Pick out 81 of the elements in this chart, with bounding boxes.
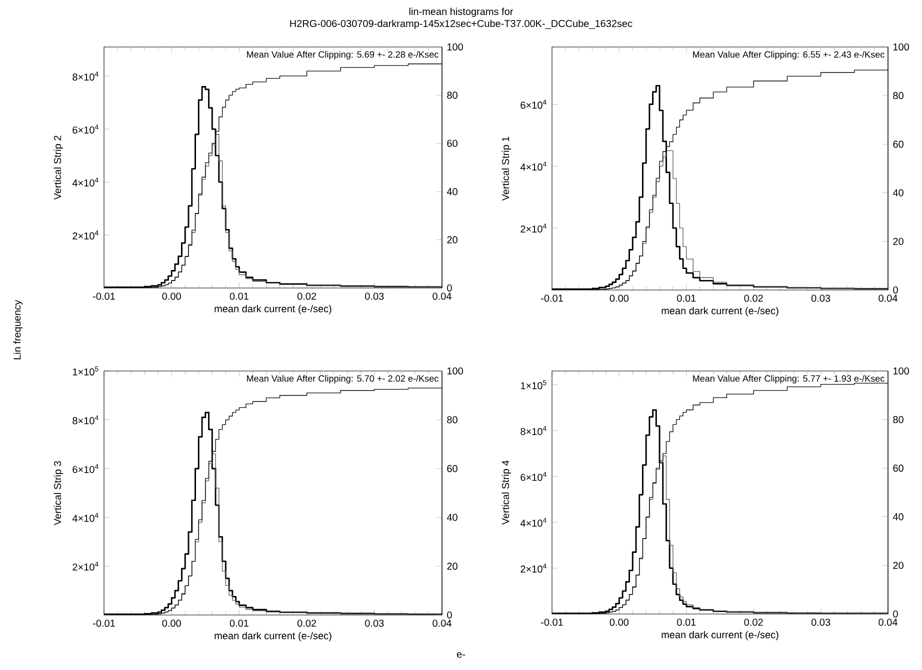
y-axis-title: Vertical Strip 3	[54, 461, 64, 526]
y-axis-title: Vertical Strip 1	[502, 136, 512, 201]
y-tick-label: 1×10$^{5}$	[72, 366, 98, 376]
y2-tick-label: 60	[893, 464, 904, 472]
y2-tick-label: 20	[893, 238, 904, 245]
y2-tick-label: 40	[446, 514, 458, 521]
y-tick-label: 2×10$^{4}$	[72, 230, 98, 240]
y2-tick-label: 0	[447, 284, 452, 292]
x-tick-label: -0.01	[93, 292, 115, 300]
y2-tick-label: 80	[447, 92, 458, 99]
x-tick-label: 0.03	[365, 620, 384, 627]
y-tick-label: 8×10$^{4}$	[72, 415, 98, 424]
y-tick-label: 4×10$^{4}$	[520, 518, 546, 527]
y2-tick-label: 80	[447, 416, 458, 424]
annotation: Mean Value After Clipping: 5.77 +- 1.93 e-/Ksec	[693, 375, 884, 384]
y-tick-label: 6×10$^{4}$	[520, 100, 546, 109]
x-tick-label: 0.02	[297, 292, 316, 300]
y2-tick-label: 0	[447, 611, 452, 619]
x-axis-title: mean dark current (e-/sec)	[214, 304, 332, 314]
y2-tick-label: 80	[893, 92, 904, 100]
y2-tick-label: 0	[893, 610, 898, 618]
x-tick-label: 0.04	[878, 618, 898, 626]
y2-tick-label: 20	[893, 562, 904, 569]
y2-tick-label: 20	[447, 236, 458, 244]
x-tick-label: 0.00	[162, 292, 181, 300]
x-tick-label: -0.01	[541, 294, 563, 302]
y2-tick-label: 100	[447, 367, 463, 375]
y2-tick-label: 20	[447, 562, 458, 570]
annotation: Mean Value After Clipping: 6.55 +- 2.43 e-/Ksec	[693, 51, 884, 60]
annotation: Mean Value After Clipping: 5.70 +- 2.02 e-/Ksec	[247, 375, 438, 384]
text: e-	[456, 652, 466, 658]
text: H2RG-006-030709-darkramp-145x12sec+Cube-T37.00K-_DCCube_1632sec	[290, 20, 632, 30]
x-axis-title: mean dark current (e-/sec)	[214, 632, 332, 642]
x-tick-label: 0.02	[744, 294, 763, 302]
y2-tick-label: 60	[893, 140, 904, 148]
y2-tick-label: 100	[893, 43, 909, 51]
x-tick-label: 0.00	[610, 294, 629, 302]
y2-tick-label: 60	[447, 465, 458, 472]
x-tick-label: 0.01	[677, 618, 696, 626]
y-tick-label: 4×10$^{4}$	[72, 512, 98, 522]
x-tick-label: 0.02	[744, 618, 763, 626]
text: lin-mean histograms for	[409, 8, 514, 18]
y-tick-label: 6×10$^{4}$	[72, 464, 98, 474]
y-tick-label: 4×10$^{4}$	[72, 178, 98, 187]
y-tick-label: 2×10$^{4}$	[520, 564, 546, 573]
y-tick-label: 6×10$^{4}$	[72, 124, 98, 134]
y-tick-label: 2×10$^{4}$	[72, 562, 98, 571]
text: Lin frequency	[13, 300, 23, 360]
y-tick-label: 4×10$^{4}$	[520, 162, 546, 171]
x-tick-label: -0.01	[541, 618, 563, 626]
x-tick-label: 0.01	[230, 292, 248, 300]
y-tick-label: 1×10$^{5}$	[520, 380, 546, 390]
y-tick-label: 8×10$^{4}$	[72, 72, 98, 81]
x-tick-label: 0.00	[610, 618, 629, 626]
y-tick-label: 2×10$^{4}$	[520, 224, 546, 233]
x-tick-label: 0.04	[878, 294, 898, 302]
x-axis-title: mean dark current (e-/sec)	[662, 306, 778, 316]
y-tick-label: 8×10$^{4}$	[520, 426, 546, 436]
y-axis-title: Vertical Strip 4	[502, 460, 512, 525]
y2-tick-label: 100	[893, 367, 909, 375]
y2-tick-label: 80	[893, 416, 904, 424]
y2-tick-label: 0	[893, 286, 898, 294]
y2-tick-label: 40	[892, 513, 904, 520]
y-axis-title: Vertical Strip 2	[54, 136, 64, 200]
x-tick-label: 0.03	[365, 292, 384, 300]
x-tick-label: -0.01	[93, 620, 115, 627]
y-tick-label: 6×10$^{4}$	[520, 472, 546, 481]
y2-tick-label: 40	[892, 189, 904, 196]
x-axis-title: mean dark current (e-/sec)	[662, 630, 778, 640]
y2-tick-label: 60	[447, 140, 458, 147]
x-tick-label: 0.03	[811, 618, 830, 626]
y2-tick-label: 40	[446, 188, 458, 196]
x-tick-label: 0.01	[230, 620, 248, 627]
x-tick-label: 0.00	[162, 620, 181, 627]
x-tick-label: 0.03	[811, 294, 830, 302]
annotation: Mean Value After Clipping: 5.69 +- 2.28 e-/Ksec	[247, 51, 438, 60]
y2-tick-label: 100	[447, 43, 463, 51]
x-tick-label: 0.04	[432, 292, 452, 300]
x-tick-label: 0.02	[297, 620, 316, 627]
x-tick-label: 0.01	[677, 294, 696, 302]
x-tick-label: 0.04	[432, 620, 452, 627]
